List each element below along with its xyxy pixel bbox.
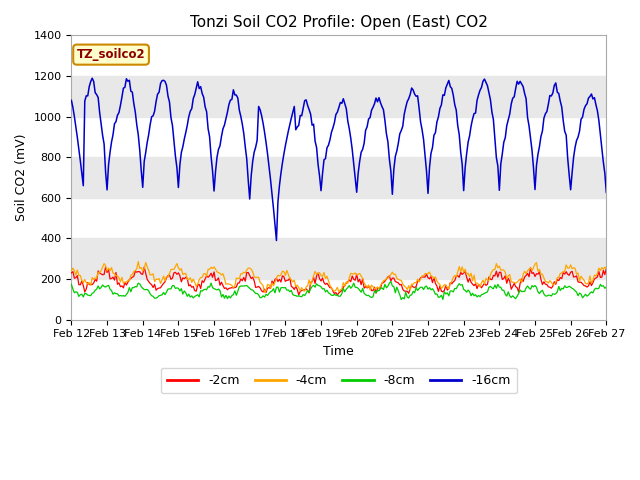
Legend: -2cm, -4cm, -8cm, -16cm: -2cm, -4cm, -8cm, -16cm <box>161 368 517 393</box>
Title: Tonzi Soil CO2 Profile: Open (East) CO2: Tonzi Soil CO2 Profile: Open (East) CO2 <box>190 15 488 30</box>
X-axis label: Time: Time <box>323 345 354 358</box>
Bar <box>72 157 606 198</box>
Bar <box>72 239 606 279</box>
Y-axis label: Soil CO2 (mV): Soil CO2 (mV) <box>15 134 28 221</box>
Text: TZ_soilco2: TZ_soilco2 <box>77 48 145 61</box>
Bar <box>72 76 606 117</box>
